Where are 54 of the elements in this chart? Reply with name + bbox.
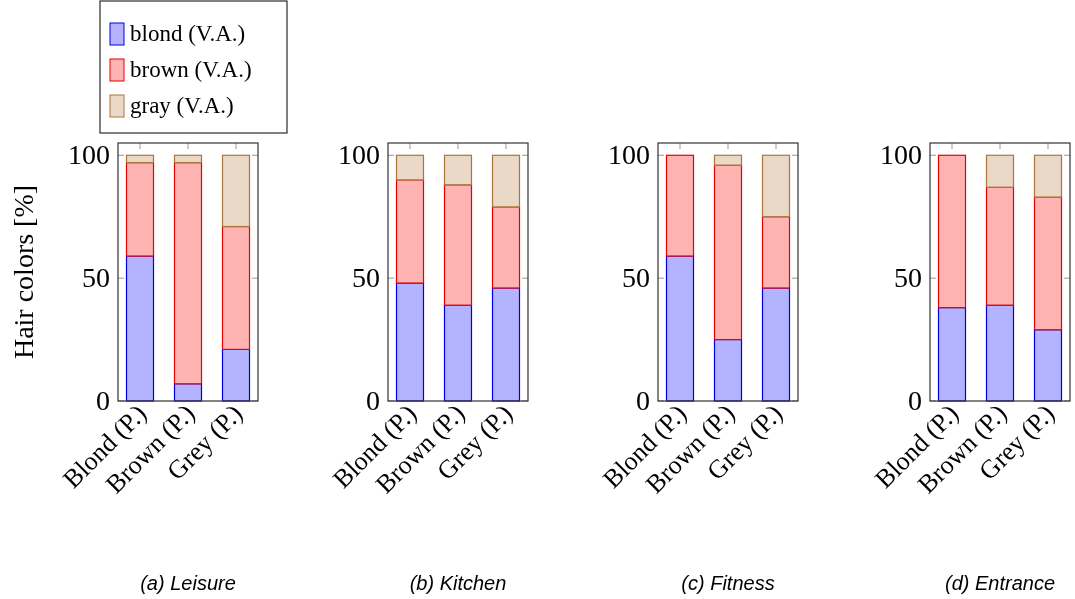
y-tick-label: 100 xyxy=(608,139,650,171)
bar xyxy=(761,216,791,289)
bar xyxy=(1033,154,1063,198)
text: (b) Kitchen xyxy=(409,572,507,594)
bar xyxy=(125,154,155,164)
legend-label: blond (V.A.) xyxy=(130,21,246,46)
bar xyxy=(125,162,155,257)
bar xyxy=(491,206,521,289)
y-tick-label: 50 xyxy=(622,262,650,294)
y-tick-label: 50 xyxy=(894,262,922,294)
bar xyxy=(395,282,425,402)
bar xyxy=(173,162,203,385)
bar xyxy=(665,154,695,257)
text: (a) Leisure xyxy=(140,572,236,594)
bar xyxy=(937,154,967,309)
bar xyxy=(713,154,743,166)
bar xyxy=(937,307,967,402)
bar xyxy=(443,184,473,306)
y-axis-title: Hair colors [%] xyxy=(8,184,39,360)
bar xyxy=(173,154,203,164)
bar xyxy=(443,154,473,186)
bar xyxy=(395,154,425,181)
bar xyxy=(491,287,521,402)
bar xyxy=(713,338,743,402)
legend-label: gray (V.A.) xyxy=(130,93,234,118)
bar xyxy=(985,186,1015,306)
text: (d) Entrance xyxy=(944,572,1056,594)
bar xyxy=(395,179,425,284)
bar xyxy=(221,154,251,228)
bar xyxy=(985,304,1015,402)
y-tick-label: 0 xyxy=(366,385,380,416)
bar xyxy=(761,154,791,218)
y-tick-label: 100 xyxy=(338,139,380,171)
y-tick-label: 100 xyxy=(68,139,110,171)
bar xyxy=(221,225,251,350)
bar xyxy=(1033,329,1063,402)
bar xyxy=(443,304,473,402)
bar xyxy=(125,255,155,402)
y-tick-label: 0 xyxy=(908,385,922,416)
bar xyxy=(985,154,1015,188)
bar xyxy=(665,255,695,402)
y-tick-label: 0 xyxy=(96,385,110,416)
bar xyxy=(173,383,203,402)
bar xyxy=(713,164,743,341)
y-tick-label: 50 xyxy=(352,262,380,294)
text: (c) Fitness xyxy=(681,572,775,594)
y-tick-label: 50 xyxy=(82,262,110,294)
bar xyxy=(1033,196,1063,331)
bar xyxy=(761,287,791,402)
legend-label: brown (V.A.) xyxy=(130,57,252,82)
bar xyxy=(491,154,521,208)
y-tick-label: 0 xyxy=(636,385,650,416)
bar xyxy=(221,348,251,402)
y-tick-label: 100 xyxy=(880,139,922,171)
